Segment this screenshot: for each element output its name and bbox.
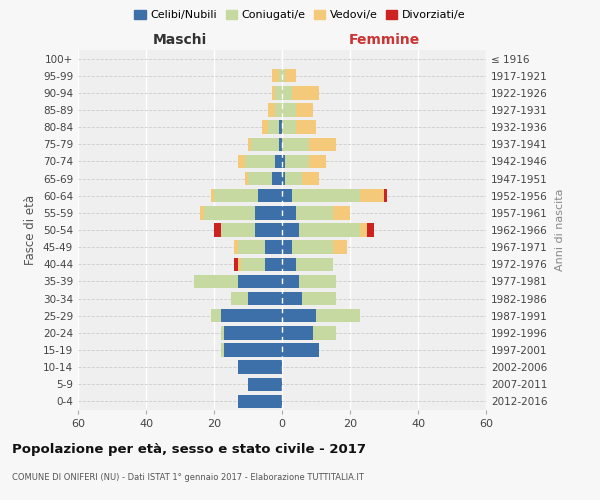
Bar [282, 172, 286, 186]
Bar [302, 172, 319, 186]
Bar [255, 206, 282, 220]
Y-axis label: Fasce di età: Fasce di età [25, 195, 37, 265]
Bar [248, 172, 272, 186]
Bar [282, 224, 299, 236]
Text: Popolazione per età, sesso e stato civile - 2017: Popolazione per età, sesso e stato civil… [12, 442, 366, 456]
Bar [224, 326, 282, 340]
Bar [265, 258, 282, 271]
Bar [238, 240, 265, 254]
Bar [360, 224, 367, 236]
Legend: Celibi/Nubili, Coniugati/e, Vedovi/e, Divorziati/e: Celibi/Nubili, Coniugati/e, Vedovi/e, Di… [130, 6, 470, 25]
Bar [262, 120, 268, 134]
Bar [231, 292, 248, 306]
Bar [275, 104, 282, 117]
Bar [245, 154, 275, 168]
Bar [241, 258, 265, 271]
Bar [251, 138, 278, 151]
Bar [258, 189, 282, 202]
Bar [238, 394, 282, 408]
Bar [292, 240, 333, 254]
Bar [282, 240, 292, 254]
Bar [200, 206, 204, 220]
Bar [309, 138, 337, 151]
Bar [282, 309, 316, 322]
Text: Maschi: Maschi [153, 34, 207, 48]
Bar [296, 258, 333, 271]
Bar [282, 292, 302, 306]
Bar [286, 154, 309, 168]
Bar [384, 189, 388, 202]
Bar [316, 309, 360, 322]
Bar [238, 154, 245, 168]
Bar [211, 189, 214, 202]
Bar [235, 258, 238, 271]
Bar [282, 344, 319, 356]
Bar [221, 344, 224, 356]
Bar [272, 86, 275, 100]
Bar [282, 326, 313, 340]
Bar [292, 86, 319, 100]
Bar [275, 154, 282, 168]
Bar [296, 104, 313, 117]
Bar [221, 224, 255, 236]
Bar [278, 120, 282, 134]
Bar [268, 120, 278, 134]
Bar [282, 138, 309, 151]
Bar [238, 360, 282, 374]
Bar [265, 240, 282, 254]
Bar [282, 154, 286, 168]
Bar [360, 189, 384, 202]
Bar [282, 189, 292, 202]
Bar [313, 326, 337, 340]
Bar [299, 274, 337, 288]
Bar [238, 258, 241, 271]
Bar [248, 378, 282, 391]
Bar [272, 172, 282, 186]
Bar [248, 138, 251, 151]
Bar [299, 224, 360, 236]
Bar [286, 69, 296, 82]
Bar [278, 69, 282, 82]
Bar [245, 172, 248, 186]
Bar [282, 86, 292, 100]
Bar [282, 258, 296, 271]
Bar [211, 309, 221, 322]
Bar [221, 309, 282, 322]
Bar [278, 138, 282, 151]
Bar [194, 274, 238, 288]
Bar [296, 206, 333, 220]
Bar [235, 240, 238, 254]
Bar [268, 104, 275, 117]
Bar [302, 292, 337, 306]
Bar [333, 206, 350, 220]
Bar [204, 206, 255, 220]
Bar [282, 69, 286, 82]
Text: COMUNE DI ONIFERI (NU) - Dati ISTAT 1° gennaio 2017 - Elaborazione TUTTITALIA.IT: COMUNE DI ONIFERI (NU) - Dati ISTAT 1° g… [12, 472, 364, 482]
Bar [282, 120, 296, 134]
Bar [282, 104, 296, 117]
Bar [221, 326, 224, 340]
Bar [275, 86, 282, 100]
Bar [309, 154, 326, 168]
Bar [224, 344, 282, 356]
Bar [296, 120, 316, 134]
Bar [255, 224, 282, 236]
Bar [367, 224, 374, 236]
Bar [248, 292, 282, 306]
Text: Femmine: Femmine [349, 34, 419, 48]
Y-axis label: Anni di nascita: Anni di nascita [554, 188, 565, 271]
Bar [214, 224, 221, 236]
Bar [238, 274, 282, 288]
Bar [282, 206, 296, 220]
Bar [286, 172, 302, 186]
Bar [282, 274, 299, 288]
Bar [214, 189, 258, 202]
Bar [272, 69, 278, 82]
Bar [292, 189, 360, 202]
Bar [333, 240, 347, 254]
